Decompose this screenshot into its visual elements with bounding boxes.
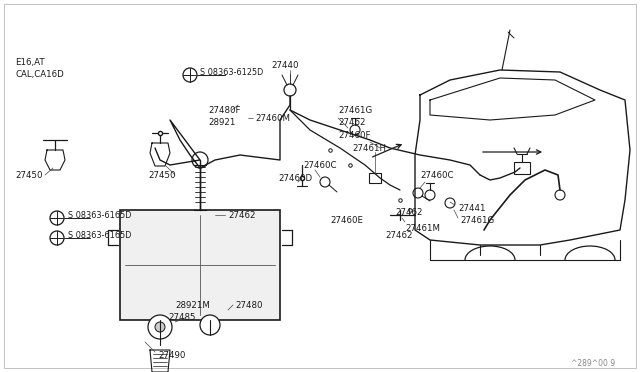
Text: 27460D: 27460D	[278, 173, 312, 183]
Circle shape	[445, 198, 455, 208]
Text: 28921M: 28921M	[175, 301, 210, 310]
Circle shape	[50, 231, 64, 245]
Text: 27462: 27462	[385, 231, 413, 240]
Text: 27441: 27441	[458, 203, 486, 212]
Circle shape	[200, 315, 220, 335]
Text: ^289^00 9: ^289^00 9	[571, 359, 615, 368]
Text: S 08363-6165D: S 08363-6165D	[68, 211, 131, 219]
Text: 27462: 27462	[228, 211, 255, 219]
Text: 28921: 28921	[208, 118, 236, 126]
Circle shape	[555, 190, 565, 200]
Text: 27460C: 27460C	[303, 160, 337, 170]
Circle shape	[284, 84, 296, 96]
Text: 27485: 27485	[168, 314, 195, 323]
Text: 27462: 27462	[338, 118, 365, 126]
Bar	[369, 173, 381, 183]
Text: 27461G: 27461G	[460, 215, 494, 224]
Text: E16,AT: E16,AT	[15, 58, 45, 67]
Text: 27460M: 27460M	[255, 113, 290, 122]
Circle shape	[350, 125, 360, 135]
Text: 27450: 27450	[15, 170, 42, 180]
Circle shape	[148, 315, 172, 339]
Text: CAL,CA16D: CAL,CA16D	[15, 70, 64, 78]
Text: 27490: 27490	[158, 350, 186, 359]
Circle shape	[320, 177, 330, 187]
Text: 27440: 27440	[271, 61, 299, 70]
Text: S 08363-6125D: S 08363-6125D	[200, 67, 263, 77]
Circle shape	[413, 188, 423, 198]
Circle shape	[155, 322, 165, 332]
Text: S 08363-6165D: S 08363-6165D	[68, 231, 131, 240]
Text: 27480: 27480	[235, 301, 262, 310]
Circle shape	[425, 190, 435, 200]
Circle shape	[183, 68, 197, 82]
Text: 27480F: 27480F	[208, 106, 241, 115]
Text: 27462: 27462	[395, 208, 422, 217]
Circle shape	[50, 211, 64, 225]
Text: 27460F: 27460F	[338, 131, 371, 140]
Text: 27461H: 27461H	[352, 144, 386, 153]
Text: 27450: 27450	[148, 170, 175, 180]
Text: 27461M: 27461M	[405, 224, 440, 232]
Circle shape	[192, 152, 208, 168]
Text: 27460E: 27460E	[330, 215, 363, 224]
Bar	[120, 210, 280, 320]
Bar	[514, 162, 530, 174]
Text: 27461G: 27461G	[338, 106, 372, 115]
Text: 27460C: 27460C	[420, 170, 454, 180]
